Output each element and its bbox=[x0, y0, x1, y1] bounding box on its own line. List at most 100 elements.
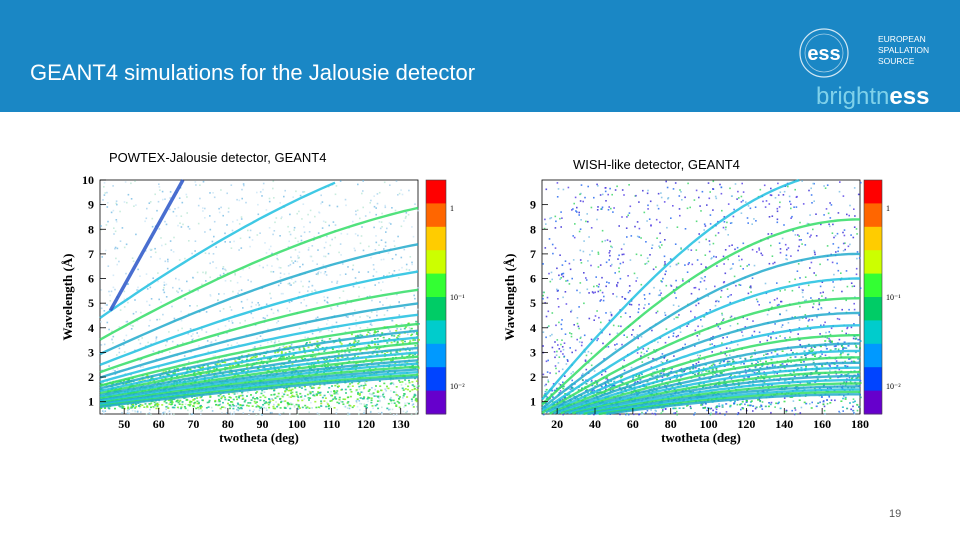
chart2-noise-cell bbox=[711, 343, 713, 345]
chart1-bragg-line bbox=[99, 359, 419, 402]
chart1-bragg-line bbox=[99, 181, 336, 319]
chart2-noise-cell bbox=[560, 226, 562, 228]
chart1-noise-cell bbox=[266, 264, 269, 267]
chart1-band-cell bbox=[386, 371, 389, 374]
chart2-noise-cell bbox=[669, 265, 672, 268]
chart1-band-cell bbox=[298, 386, 301, 388]
chart2-noise-cell bbox=[549, 335, 552, 337]
chart1-noise-cell bbox=[165, 408, 167, 411]
chart1-band-cell bbox=[377, 343, 380, 346]
chart1-noise-cell bbox=[242, 412, 245, 414]
chart1-noise-cell bbox=[158, 228, 161, 230]
chart1-noise-cell bbox=[202, 180, 205, 183]
chart2-noise-cell bbox=[559, 390, 562, 392]
chart2-noise-cell bbox=[777, 182, 779, 185]
chart1-noise-cell bbox=[256, 191, 258, 194]
chart1-noise-cell bbox=[270, 245, 272, 248]
chart2-noise-cell bbox=[846, 285, 849, 288]
chart1-noise-cell bbox=[279, 202, 281, 204]
chart1-noise-cell bbox=[321, 227, 324, 229]
chart1-colorbar-segment bbox=[426, 180, 446, 204]
chart1-band-cell bbox=[356, 398, 359, 400]
chart1-noise-cell bbox=[247, 391, 249, 394]
chart1-noise-cell bbox=[335, 393, 338, 395]
chart1-noise-cell bbox=[155, 336, 158, 338]
chart2-noise-cell bbox=[727, 234, 729, 236]
chart1-noise-cell bbox=[236, 408, 238, 411]
chart1-noise-cell bbox=[357, 234, 359, 237]
chart2-noise-cell bbox=[546, 326, 549, 328]
chart1-band-cell bbox=[165, 406, 168, 408]
chart2-noise-cell bbox=[690, 310, 692, 313]
chart1-noise-cell bbox=[355, 319, 357, 322]
chart1-noise-cell bbox=[379, 301, 381, 303]
chart1-noise-cell bbox=[408, 326, 411, 329]
chart1-noise-cell bbox=[405, 268, 408, 271]
chart2-noise-cell bbox=[850, 282, 853, 284]
chart2-noise-cell bbox=[565, 303, 568, 305]
chart2-noise-cell bbox=[665, 180, 667, 183]
chart2-noise-cell bbox=[580, 262, 583, 264]
chart1-noise-cell bbox=[323, 272, 326, 275]
chart1-noise-cell bbox=[172, 210, 175, 213]
chart1-band-cell bbox=[361, 334, 364, 337]
chart2-noise-cell bbox=[655, 312, 658, 314]
chart2-noise-cell bbox=[561, 273, 563, 275]
chart1-noise-cell bbox=[271, 252, 273, 255]
chart2-noise-cell bbox=[837, 212, 840, 214]
chart1-y-tick-label: 2 bbox=[88, 370, 94, 384]
chart1-noise-cell bbox=[337, 393, 339, 395]
chart2-noise-cell bbox=[644, 304, 646, 306]
chart2-noise-cell bbox=[857, 193, 860, 196]
chart2-noise-cell bbox=[811, 401, 813, 404]
chart2-noise-cell bbox=[626, 216, 628, 218]
chart1-noise-cell bbox=[259, 191, 262, 193]
chart2-heatmap bbox=[541, 178, 862, 416]
chart1-band-cell bbox=[200, 395, 203, 398]
chart2-noise-cell bbox=[853, 285, 856, 287]
chart1-colorbar-segment bbox=[426, 343, 446, 368]
chart2-noise-cell bbox=[675, 286, 678, 288]
chart2-noise-cell bbox=[703, 279, 706, 282]
chart1-noise-cell bbox=[139, 359, 142, 362]
chart1-band-cell bbox=[335, 391, 338, 394]
chart1-noise-cell bbox=[265, 407, 267, 410]
chart1-noise-cell bbox=[108, 328, 110, 331]
chart1-noise-cell bbox=[164, 411, 166, 413]
chart1-noise-cell bbox=[268, 200, 271, 203]
chart1-noise-cell bbox=[383, 314, 386, 316]
chart1-band-cell bbox=[335, 398, 338, 400]
chart1-bragg-line bbox=[99, 371, 419, 406]
chart2-noise-cell bbox=[571, 277, 573, 280]
chart2-noise-cell bbox=[797, 263, 800, 265]
chart1-noise-cell bbox=[258, 304, 261, 306]
chart1-band-cell bbox=[323, 383, 326, 386]
chart1-band-cell bbox=[170, 376, 173, 378]
chart2-noise-cell bbox=[703, 223, 706, 225]
chart1-noise-cell bbox=[130, 328, 133, 330]
chart2-noise-cell bbox=[609, 254, 611, 257]
chart2-noise-cell bbox=[614, 272, 616, 274]
chart2-noise-cell bbox=[724, 249, 727, 251]
chart1-noise-cell bbox=[224, 268, 226, 271]
chart2-noise-cell bbox=[630, 303, 633, 306]
chart2-band-cell bbox=[780, 386, 783, 389]
chart1-noise-cell bbox=[116, 203, 118, 206]
chart2-noise-cell bbox=[609, 250, 611, 252]
chart1-noise-cell bbox=[374, 388, 376, 391]
chart2-noise-cell bbox=[715, 300, 717, 303]
chart1-noise-cell bbox=[396, 293, 398, 296]
chart1-noise-cell bbox=[318, 270, 320, 273]
chart1-band-cell bbox=[304, 351, 307, 354]
chart1-band-cell bbox=[317, 346, 320, 348]
chart2-noise-cell bbox=[774, 364, 777, 367]
chart1-noise-cell bbox=[346, 299, 349, 302]
chart1-band-cell bbox=[374, 367, 377, 370]
chart2-noise-cell bbox=[820, 223, 822, 226]
chart2-noise-cell bbox=[660, 292, 662, 294]
chart1-band-cell bbox=[122, 406, 125, 408]
chart2-noise-cell bbox=[744, 358, 747, 361]
chart2-noise-cell bbox=[824, 354, 827, 357]
chart1-noise-cell bbox=[197, 222, 200, 225]
chart2-noise-cell bbox=[790, 255, 792, 257]
